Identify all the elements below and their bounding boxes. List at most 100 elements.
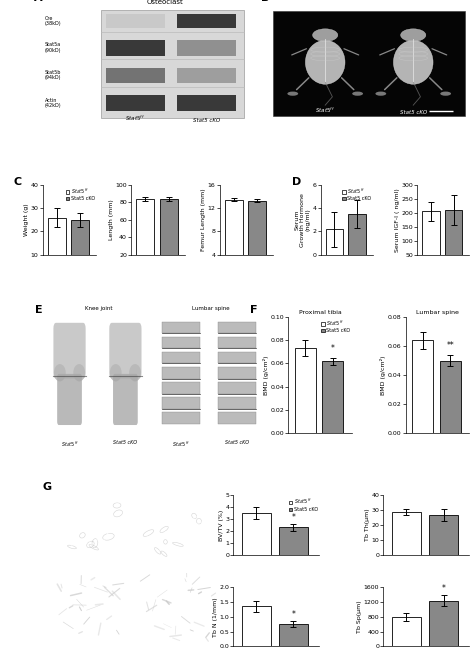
Bar	[48, 217, 66, 278]
Bar	[439, 360, 461, 433]
Bar	[71, 220, 89, 278]
FancyBboxPatch shape	[54, 323, 86, 379]
Text: *: *	[292, 610, 295, 619]
Text: Actin
(42kD): Actin (42kD)	[45, 97, 62, 108]
Bar	[163, 322, 200, 333]
Y-axis label: Serum
Growth Hormone
(ng/ml): Serum Growth Hormone (ng/ml)	[294, 193, 311, 247]
Bar	[348, 214, 366, 255]
Ellipse shape	[73, 364, 85, 381]
Bar	[322, 361, 343, 433]
Bar	[163, 397, 200, 409]
Bar	[101, 10, 245, 118]
Ellipse shape	[287, 91, 298, 96]
Bar	[429, 601, 458, 646]
Bar	[248, 200, 266, 278]
Bar	[106, 67, 164, 83]
Bar	[163, 382, 200, 394]
Ellipse shape	[401, 29, 426, 41]
Text: Stat5 cKO: Stat5 cKO	[193, 118, 220, 123]
Bar	[392, 617, 420, 646]
Bar	[429, 515, 458, 554]
Bar	[445, 210, 462, 268]
Text: **: **	[447, 341, 454, 350]
Y-axis label: Length (mm): Length (mm)	[109, 199, 114, 240]
Bar	[137, 199, 155, 272]
Bar	[326, 229, 343, 255]
Bar	[219, 322, 256, 333]
Title: Lumbar spine: Lumbar spine	[416, 310, 459, 315]
Ellipse shape	[440, 91, 451, 96]
Text: Stat5 cKO: Stat5 cKO	[225, 440, 249, 445]
Bar	[412, 340, 433, 433]
FancyArrowPatch shape	[297, 78, 309, 89]
Bar	[219, 412, 256, 424]
Text: Osteoclast: Osteoclast	[146, 0, 183, 5]
Text: *: *	[442, 584, 446, 593]
Ellipse shape	[54, 364, 66, 381]
Bar	[160, 199, 178, 272]
Bar	[177, 95, 236, 110]
Bar	[106, 95, 164, 110]
Ellipse shape	[393, 40, 433, 84]
Y-axis label: Tb N (1/mm): Tb N (1/mm)	[213, 597, 218, 637]
Bar	[219, 337, 256, 348]
Bar	[219, 352, 256, 364]
Bar	[106, 14, 164, 28]
Y-axis label: BV/TV (%): BV/TV (%)	[219, 509, 224, 541]
Bar	[242, 607, 271, 646]
Bar	[294, 348, 316, 433]
Ellipse shape	[312, 29, 338, 41]
Text: $Stat5^{ff}$: $Stat5^{ff}$	[315, 105, 335, 114]
Text: *: *	[292, 513, 295, 522]
FancyArrowPatch shape	[292, 49, 306, 55]
Y-axis label: Weight (g): Weight (g)	[24, 204, 29, 236]
Bar	[163, 352, 200, 364]
Ellipse shape	[375, 91, 386, 96]
FancyArrowPatch shape	[429, 78, 442, 89]
Y-axis label: BMD (g/cm²): BMD (g/cm²)	[381, 355, 386, 395]
Y-axis label: BMD (g/cm²): BMD (g/cm²)	[263, 355, 269, 395]
Legend: $Stat5^{ff}$, Stat5 cKO: $Stat5^{ff}$, Stat5 cKO	[288, 496, 318, 513]
FancyBboxPatch shape	[109, 323, 142, 379]
Text: Lumbar spine: Lumbar spine	[192, 306, 229, 311]
Bar	[177, 40, 236, 56]
Text: B: B	[261, 0, 270, 3]
Bar	[279, 624, 308, 646]
Y-axis label: Tb Sp(μm): Tb Sp(μm)	[357, 601, 362, 633]
Text: Stat5 cKO: Stat5 cKO	[113, 440, 137, 445]
Ellipse shape	[129, 364, 141, 381]
Bar	[242, 513, 271, 554]
Text: $Stat5^{ff}$: $Stat5^{ff}$	[173, 440, 190, 449]
Bar	[422, 212, 440, 268]
Ellipse shape	[352, 91, 363, 96]
Y-axis label: Serum IGF-I ( ng/ml): Serum IGF-I ( ng/ml)	[395, 188, 400, 251]
Legend: $Stat5^{ff}$, Stat5 cKO: $Stat5^{ff}$, Stat5 cKO	[321, 318, 351, 334]
Text: Cre
(38kD): Cre (38kD)	[45, 16, 62, 27]
Text: Stat5a
(90kD): Stat5a (90kD)	[45, 42, 61, 53]
FancyArrowPatch shape	[342, 78, 354, 89]
Text: D: D	[292, 176, 301, 187]
FancyArrowPatch shape	[344, 49, 359, 55]
Text: E: E	[35, 306, 42, 315]
Bar	[106, 40, 164, 56]
Text: *: *	[331, 344, 335, 353]
Y-axis label: Femur Length (mm): Femur Length (mm)	[201, 189, 206, 251]
Bar	[163, 337, 200, 348]
Bar	[163, 367, 200, 379]
Ellipse shape	[305, 40, 345, 84]
Bar	[219, 367, 256, 379]
FancyBboxPatch shape	[57, 374, 82, 425]
FancyBboxPatch shape	[113, 374, 138, 425]
Bar	[392, 512, 420, 554]
Bar	[279, 528, 308, 554]
FancyArrowPatch shape	[384, 78, 397, 89]
Text: Stat5b
(94kD): Stat5b (94kD)	[45, 70, 61, 80]
Text: $Stat5^{ff}$: $Stat5^{ff}$	[61, 440, 79, 449]
Y-axis label: Tb Th(μm): Tb Th(μm)	[365, 509, 370, 541]
FancyArrowPatch shape	[432, 49, 447, 55]
Text: C: C	[13, 176, 21, 187]
Text: A: A	[34, 0, 43, 3]
Bar	[225, 200, 243, 278]
Legend: $Stat5^{ff}$, Stat5 cKO: $Stat5^{ff}$, Stat5 cKO	[65, 186, 95, 202]
Bar	[219, 397, 256, 409]
